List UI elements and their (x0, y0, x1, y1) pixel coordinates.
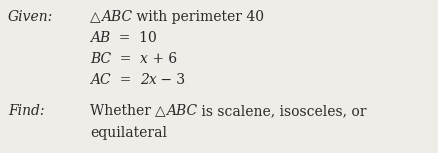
Text: =: = (111, 52, 140, 66)
Text: AC: AC (90, 73, 110, 87)
Text: =  10: = 10 (110, 31, 157, 45)
Text: Given:: Given: (8, 10, 53, 24)
Text: BC: BC (90, 52, 111, 66)
Text: equilateral: equilateral (90, 126, 166, 140)
Text: x: x (140, 52, 148, 66)
Text: △: △ (90, 10, 100, 24)
Text: − 3: − 3 (156, 73, 185, 87)
Text: Find:: Find: (8, 104, 44, 118)
Text: Whether: Whether (90, 104, 155, 118)
Text: △: △ (155, 104, 166, 118)
Text: + 6: + 6 (148, 52, 177, 66)
Text: AB: AB (90, 31, 110, 45)
Text: 2x: 2x (139, 73, 156, 87)
Text: with perimeter 40: with perimeter 40 (131, 10, 263, 24)
Text: =: = (110, 73, 139, 87)
Text: ABC: ABC (166, 104, 197, 118)
Text: ABC: ABC (100, 10, 131, 24)
Text: is scalene, isosceles, or: is scalene, isosceles, or (197, 104, 366, 118)
